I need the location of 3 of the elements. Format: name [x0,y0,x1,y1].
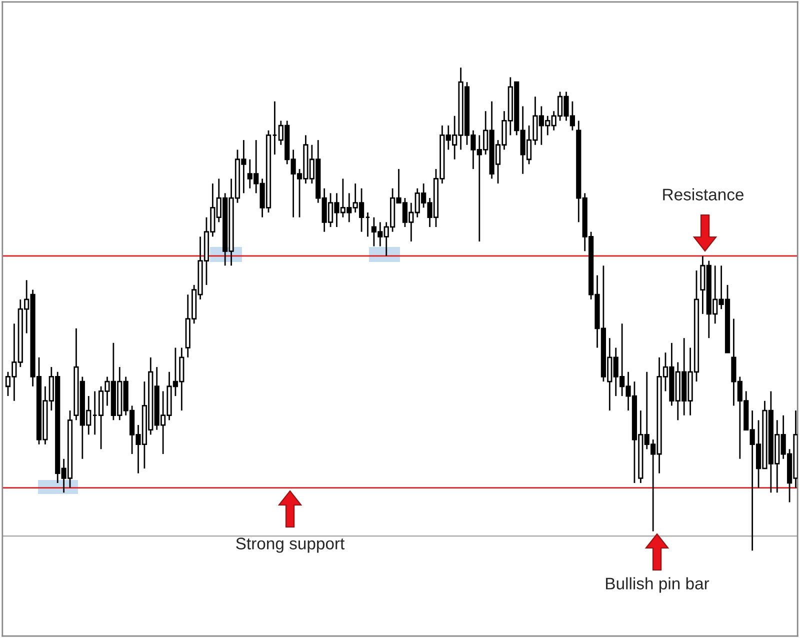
annotation: Resistance [663,188,744,200]
text: Bullish pin bar [606,577,710,593]
annotation: Strong support [236,538,345,553]
